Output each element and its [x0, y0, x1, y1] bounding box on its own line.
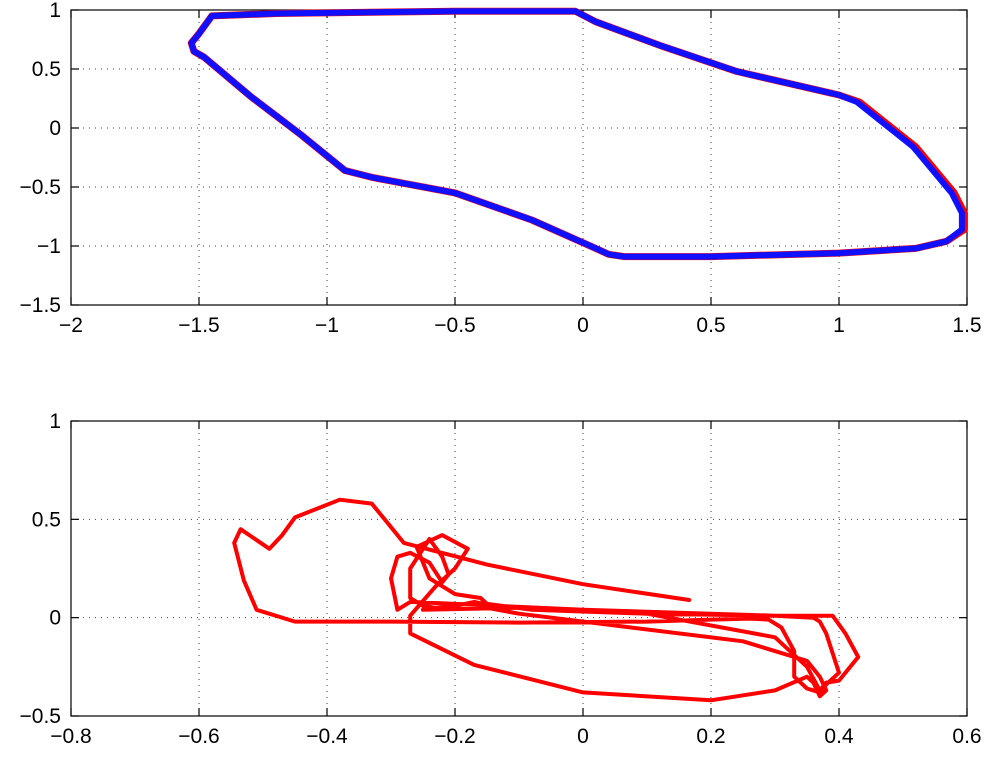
x-tick-label: −0.8: [50, 725, 91, 748]
x-tick-label: 0.4: [824, 725, 854, 748]
x-tick-label: −0.2: [434, 725, 475, 748]
series-line: [188, 8, 965, 260]
x-tick-label: 0.6: [952, 725, 981, 748]
x-tick-label: 1.5: [952, 314, 981, 337]
y-tick-label: −1.5: [20, 294, 61, 317]
y-tick-label: −0.5: [20, 705, 61, 728]
y-tick-label: 0.5: [32, 508, 61, 531]
top-plot-axes: −2 −1.5 −1 −0.5 0 0.5 1 1.5−1.5−1−0.500.51: [20, 0, 982, 337]
x-tick-label: −1.5: [178, 314, 219, 337]
x-tick-label: 0.2: [696, 725, 725, 748]
x-tick-label: 0: [577, 314, 589, 337]
y-tick-label: 1: [49, 0, 61, 22]
y-tick-label: −1: [37, 235, 61, 258]
x-tick-label: −2: [59, 314, 83, 337]
y-tick-label: −0.5: [20, 176, 61, 199]
x-tick-label: −0.6: [178, 725, 219, 748]
series-line: [232, 497, 861, 703]
x-tick-label: −1: [315, 314, 339, 337]
x-tick-label: −0.5: [434, 314, 475, 337]
y-tick-label: 0: [49, 607, 61, 630]
bottom-plot-axes: −0.8 −0.6 −0.4 −0.2 0 0.2 0.4 0.6 −0.5 0 0.5 1: [20, 410, 982, 748]
y-tick-label: 0: [49, 117, 61, 140]
x-tick-label: 0.5: [696, 314, 725, 337]
y-tick-label: 0.5: [32, 58, 61, 81]
x-tick-label: −0.4: [306, 725, 348, 748]
x-tick-label: 1: [833, 314, 845, 337]
y-tick-label: 1: [49, 410, 61, 433]
plot-area: [70, 420, 968, 717]
x-tick-label: 0: [577, 725, 589, 748]
